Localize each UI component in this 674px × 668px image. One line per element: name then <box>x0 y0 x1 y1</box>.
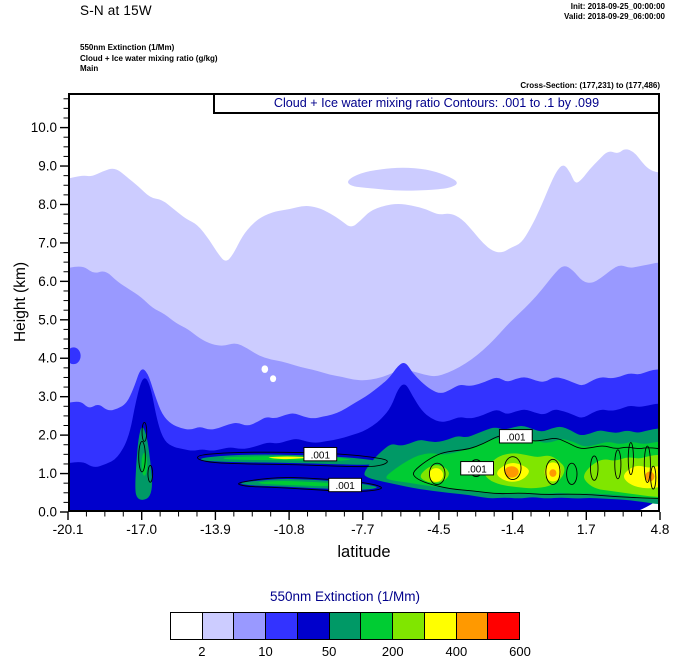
contour-label-box <box>498 429 533 444</box>
variable-legend: 550nm Extinction (1/Mm) Cloud + Ice wate… <box>80 43 218 75</box>
colorbar-cell <box>265 613 297 639</box>
valid-text: Valid: 2018-09-29_06:00:00 <box>564 12 665 21</box>
contour-fill-region <box>141 452 148 476</box>
contour-fill-region <box>504 466 519 478</box>
colorbar-cell <box>328 613 361 639</box>
page-title: S-N at 15W <box>80 3 152 18</box>
y-tick-label: 5.0 <box>38 312 57 327</box>
y-tick-label: 3.0 <box>38 389 57 404</box>
colorbar-cell <box>233 613 266 639</box>
colorbar-tick-label: 200 <box>381 644 404 659</box>
y-tick-label: 2.0 <box>38 428 57 443</box>
cloud-contour-line <box>650 465 657 490</box>
contour-label-box <box>460 461 494 476</box>
cloud-contour-line <box>590 455 599 481</box>
colorbar-tick-label: 400 <box>445 644 468 659</box>
colorbar-cell <box>423 613 456 639</box>
legend-line-domain: Main <box>80 64 99 73</box>
x-tick-label: -4.5 <box>427 522 450 537</box>
cloud-contour-line <box>614 449 622 480</box>
x-axis-label: latitude <box>337 543 391 561</box>
init-text: Init: 2018-09-25_00:00:00 <box>570 2 665 11</box>
colorbar-title: 550nm Extinction (1/Mm) <box>269 589 421 604</box>
contour-label-box <box>303 446 338 462</box>
contour-fill-region <box>258 480 344 487</box>
cloud-contour-line <box>545 458 561 485</box>
contour-label-text: .001 <box>506 432 526 443</box>
y-tick-label: 0.0 <box>38 505 57 520</box>
y-tick-label: 10.0 <box>31 120 57 135</box>
x-tick-label: -13.9 <box>200 522 231 537</box>
x-tick-label: 1.7 <box>577 522 596 537</box>
y-tick-label: 1.0 <box>38 466 57 481</box>
contour-label-box <box>328 477 362 493</box>
x-tick-label: -1.4 <box>501 522 525 537</box>
cloud-contour-line <box>643 445 651 484</box>
cloud-contour-line <box>238 477 382 492</box>
colorbar-cell <box>487 613 520 639</box>
contour-label-text: .001 <box>467 464 487 475</box>
x-tick-label: -7.7 <box>351 522 374 537</box>
contour-label-text: .001 <box>335 481 355 492</box>
contour-fill-region <box>549 469 557 477</box>
contour-fill-region <box>270 375 277 383</box>
colorbar-tick-label: 10 <box>258 644 273 659</box>
y-tick-label: 8.0 <box>38 197 57 212</box>
legend-line-cloud-ice: Cloud + Ice water mixing ratio (g/kg) <box>80 53 218 63</box>
cloud-contour-line <box>138 441 146 473</box>
x-tick-label: -17.0 <box>126 522 157 537</box>
contour-fill-region <box>261 365 269 373</box>
colorbar-tick-label: 600 <box>509 644 531 659</box>
cloud-contour-line <box>141 421 148 442</box>
x-tick-label: -20.1 <box>53 522 84 537</box>
plot-frame: .001 .001 .001 .001 Cloud + Ice water mixin… <box>68 93 660 512</box>
colorbar <box>170 612 520 640</box>
cloud-contour-line <box>504 456 522 480</box>
cloud-contour-line <box>147 465 154 483</box>
cloud-contour-line <box>566 462 578 485</box>
contour-fill-region <box>428 468 444 482</box>
cross-section-text: Cross-Section: (177,231) to (177,486) <box>520 81 660 90</box>
colorbar-cell <box>360 613 393 639</box>
colorbar-cell <box>171 613 202 639</box>
colorbar-cell <box>201 613 234 639</box>
y-tick-label: 4.0 <box>38 351 57 366</box>
y-tick-label: 6.0 <box>38 274 57 289</box>
colorbar-cell <box>296 613 329 639</box>
colorbar-tick-label: 2 <box>198 644 206 659</box>
contour-info-label: Cloud + Ice water mixing ratio Contours:… <box>213 93 660 114</box>
x-tick-label: 4.8 <box>651 522 670 537</box>
cloud-contour-line <box>627 442 634 476</box>
cloud-contour-line <box>197 451 388 468</box>
contour-fill-region <box>70 347 81 365</box>
colorbar-cell <box>392 613 424 639</box>
x-tick-label: -10.8 <box>274 522 305 537</box>
contour-fill-region <box>348 167 457 191</box>
y-tick-label: 9.0 <box>38 159 57 174</box>
cloud-contour-line <box>412 434 658 499</box>
contour-label-text: .001 <box>311 450 331 461</box>
y-axis-label: Height (km) <box>12 261 29 343</box>
legend-line-extinction: 550nm Extinction (1/Mm) <box>80 43 175 52</box>
y-tick-label: 7.0 <box>38 235 57 250</box>
cloud-contour-line <box>428 462 446 485</box>
contour-fill-region <box>268 456 308 460</box>
plot-field-svg: .001 .001 .001 .001 <box>70 149 658 510</box>
colorbar-cell <box>455 613 488 639</box>
colorbar-tick-label: 50 <box>321 644 337 659</box>
init-valid-block: Init: 2018-09-25_00:00:00 Valid: 2018-09… <box>564 2 665 22</box>
